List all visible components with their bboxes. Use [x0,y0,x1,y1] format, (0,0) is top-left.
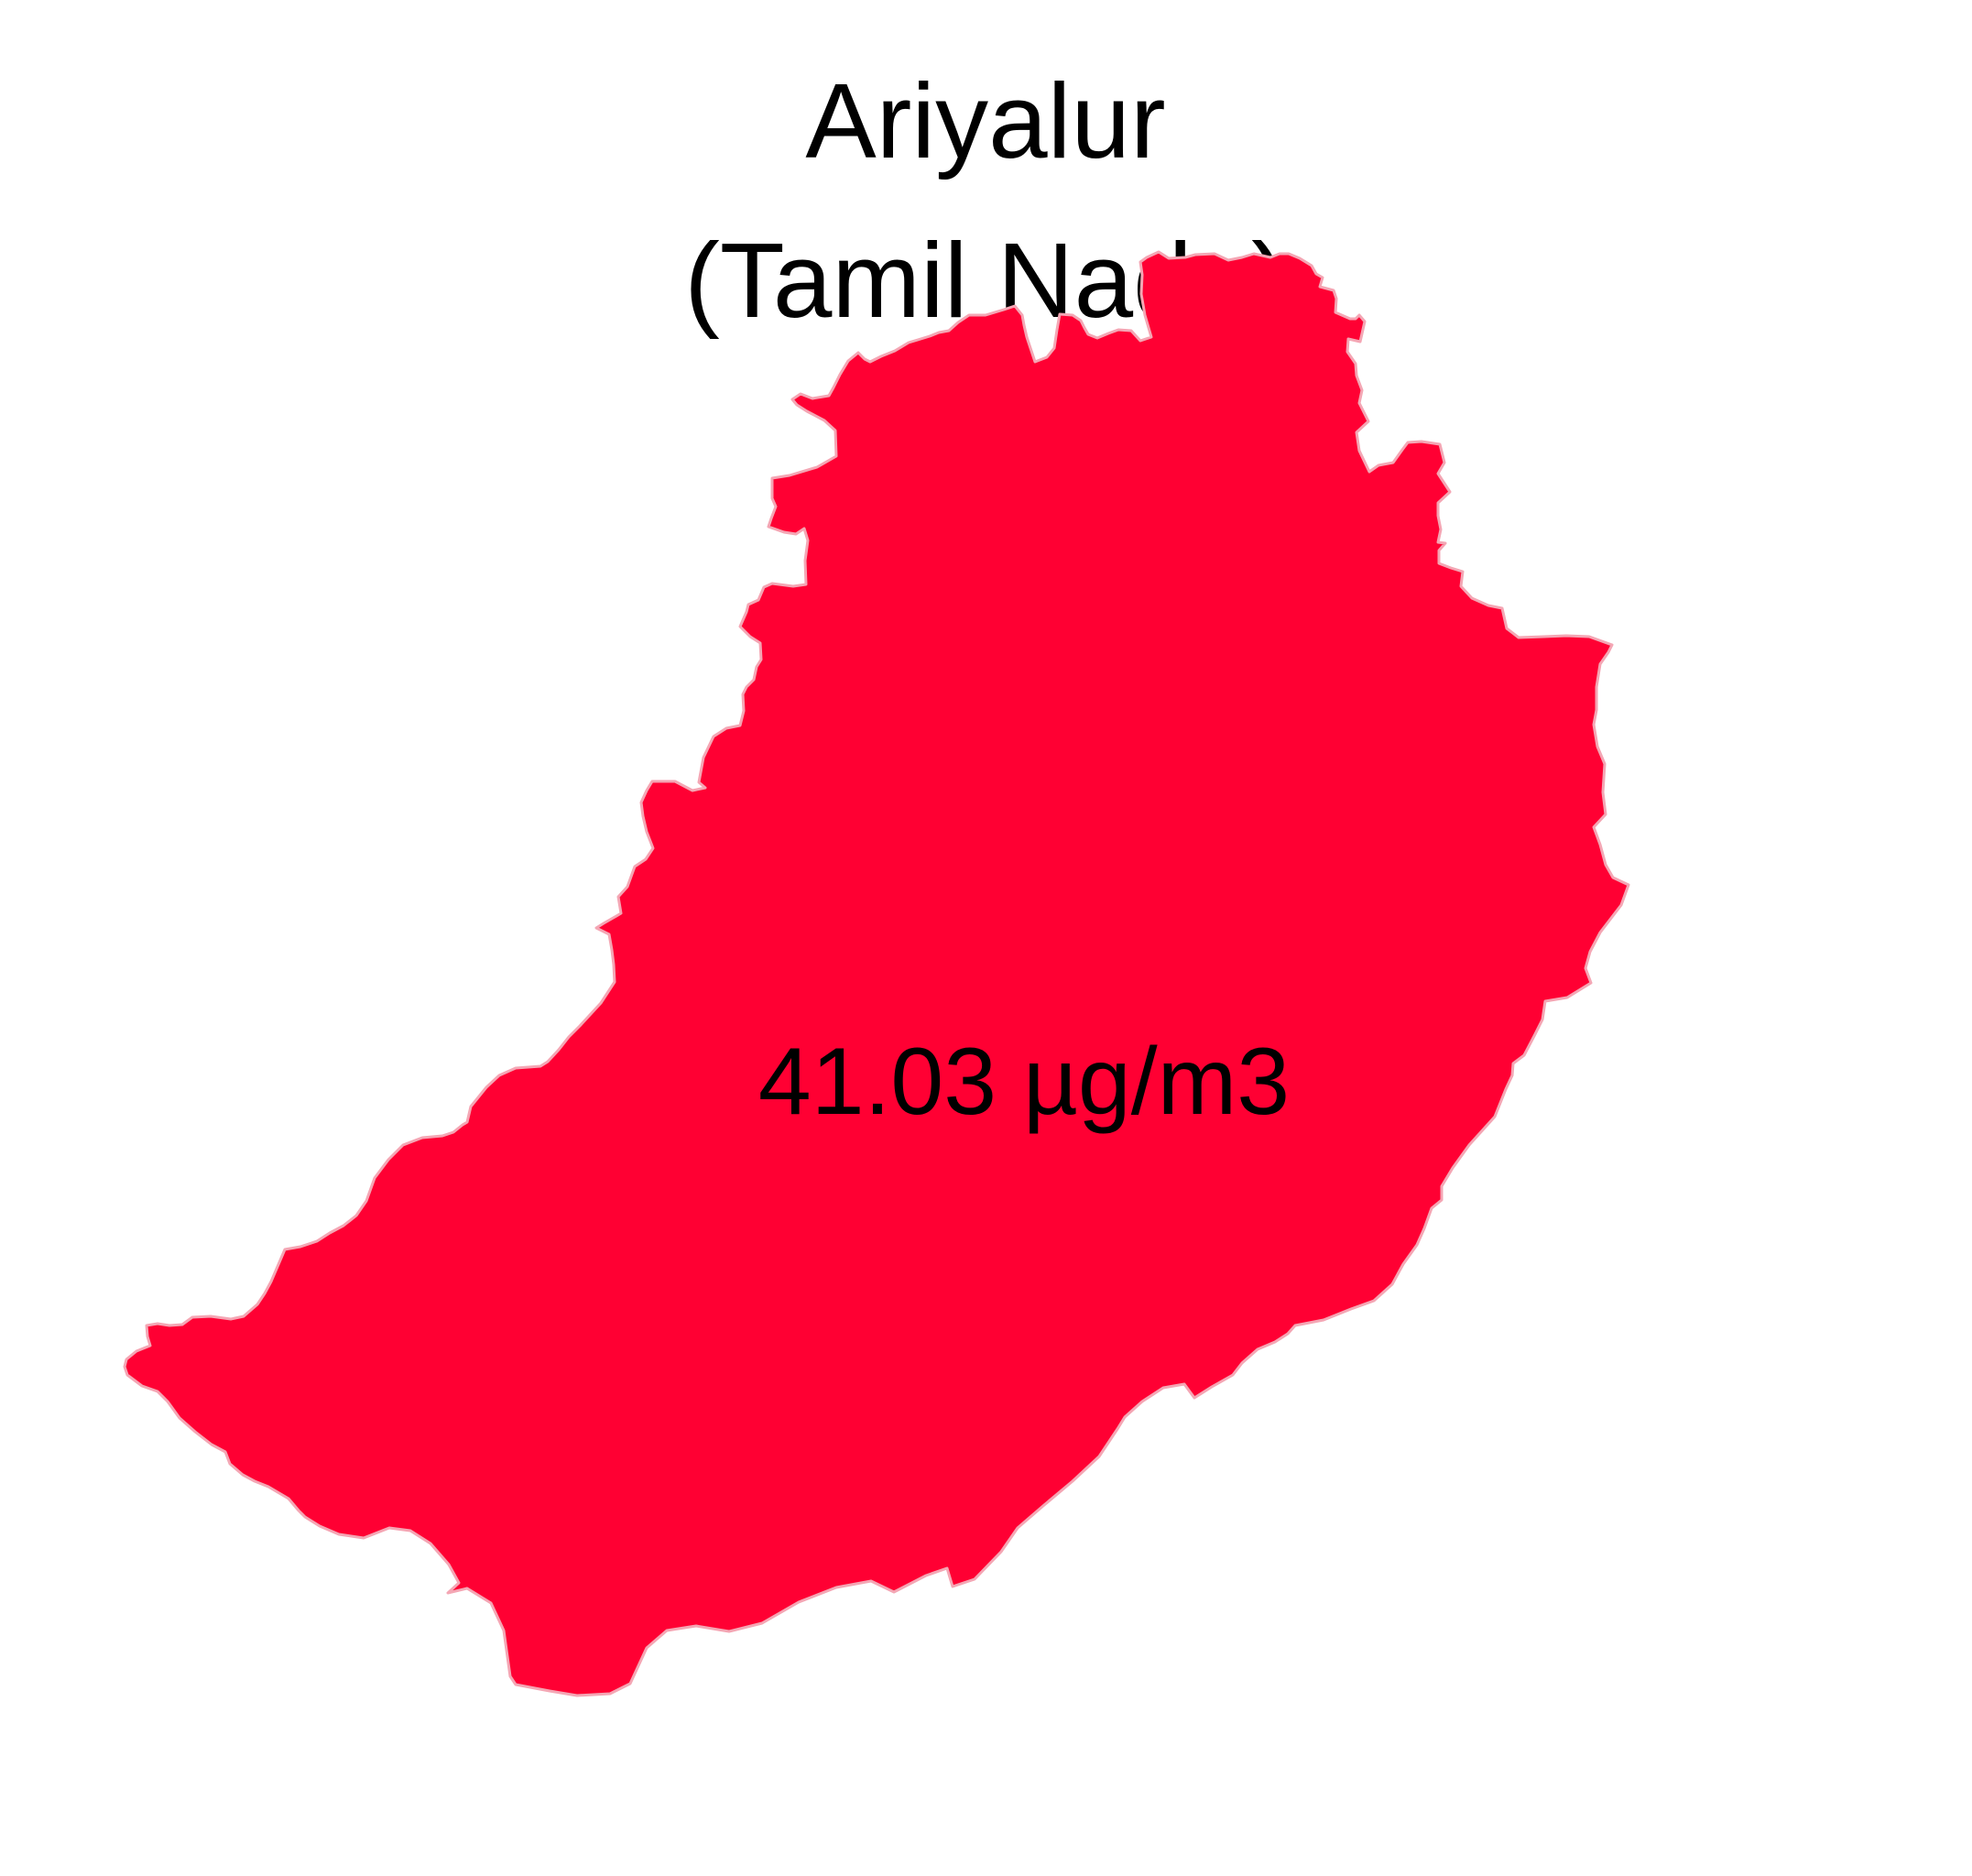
region-value-label: 41.03 µg/m3 [758,1029,1290,1135]
map-title-district: Ariyalur [805,61,1165,180]
district-boundary-region [123,250,1630,1697]
